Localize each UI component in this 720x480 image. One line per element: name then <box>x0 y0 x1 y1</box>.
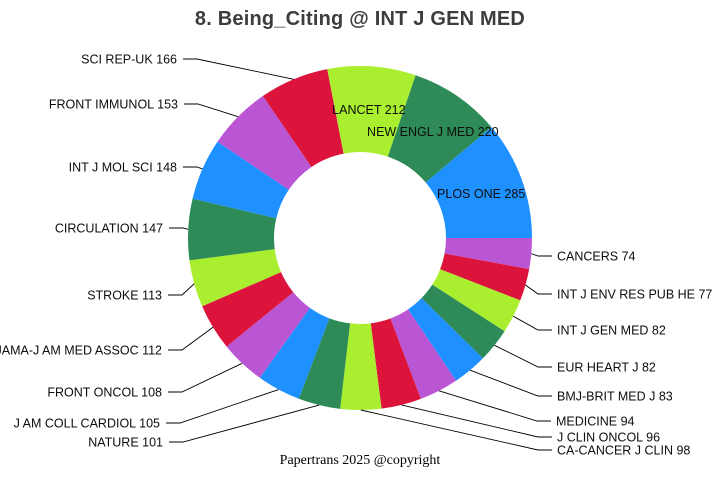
slice-leader-line <box>525 284 552 295</box>
slice-label: LANCET 212 <box>332 103 405 117</box>
slice-label: PLOS ONE 285 <box>437 187 525 201</box>
slice-leader-line <box>494 344 552 368</box>
slice-label: INT J GEN MED 82 <box>557 324 666 338</box>
slice-leader-line <box>401 404 552 438</box>
pie-slice-circulation <box>188 198 277 261</box>
slice-label: FRONT IMMUNOL 153 <box>49 98 178 112</box>
slice-leader-line <box>512 315 552 331</box>
slice-label: NATURE 101 <box>88 436 163 450</box>
slice-label: CIRCULATION 147 <box>55 222 163 236</box>
slice-label: NEW ENGL J MED 220 <box>367 125 499 139</box>
slice-leader-line <box>531 253 552 257</box>
pie-slice-front-oncol <box>226 292 310 378</box>
pie-slice-plos-one <box>425 127 532 238</box>
slice-label: JAMA-J AM MED ASSOC 112 <box>0 344 162 358</box>
slice-label: MEDICINE 94 <box>556 415 635 429</box>
slice-label: CA-CANCER J CLIN 98 <box>557 444 690 458</box>
pie-slice-front-immunol <box>217 96 312 190</box>
pie-slice-bmj-brit-med-j <box>408 298 483 381</box>
slice-label: STROKE 113 <box>87 289 162 303</box>
footer-credit: Papertrans 2025 @copyright <box>279 453 441 468</box>
slice-leader-line <box>469 369 552 397</box>
slice-leader-line <box>183 166 203 170</box>
pie-slice-new-engl-j-med <box>387 75 492 183</box>
slice-label: FRONT ONCOL 108 <box>47 386 162 400</box>
pie-slice-lancet <box>327 65 416 157</box>
pie-slice-cancers <box>444 238 532 270</box>
slice-label: BMJ-BRIT MED J 83 <box>557 390 673 404</box>
pie-slice-int-j-mol-sci <box>192 141 289 219</box>
pie-slice-j-am-coll-cardiol <box>259 307 330 399</box>
pie-slice-medicine <box>390 309 457 399</box>
pie-slice-stroke <box>189 249 282 307</box>
slice-label: J CLIN ONCOL 96 <box>557 431 660 445</box>
slice-label: INT J ENV RES PUB HE 77 <box>557 288 712 302</box>
slice-leader-line <box>166 389 279 424</box>
slice-labels-group: CANCERS 74 INT J ENV RES PUB HE 77 INT J G… <box>0 53 712 458</box>
pie-slice-ca-cancer-j-clin <box>340 323 382 410</box>
pie-slice-int-j-gen-med <box>432 269 521 332</box>
slice-leader-line <box>169 404 320 443</box>
pie-slices-group <box>188 65 532 410</box>
slice-label: CANCERS 74 <box>557 250 636 264</box>
pie-slice-eur-heart-j <box>421 284 505 359</box>
pie-slice-int-j-env-res-pub-he <box>440 253 530 301</box>
slice-leader-line <box>168 362 243 393</box>
pie-slice-sci-rep-uk <box>262 69 344 168</box>
slice-leader-line <box>438 390 551 422</box>
slice-label: SCI REP-UK 166 <box>81 53 177 67</box>
leader-lines-group <box>166 58 552 451</box>
slice-leader-line <box>183 58 294 80</box>
slice-label: INT J MOL SCI 148 <box>69 161 177 175</box>
slice-label: EUR HEART J 82 <box>557 361 656 375</box>
slice-leader-line <box>169 227 189 230</box>
slice-label: J AM COLL CARDIOL 105 <box>14 417 160 431</box>
chart-title: 8. Being_Citing @ INT J GEN MED <box>194 8 526 30</box>
slice-leader-line <box>184 103 239 118</box>
pie-slice-nature <box>298 318 351 409</box>
slice-leader-line <box>168 283 195 296</box>
slice-leader-line <box>360 409 552 451</box>
pie-slice-jama-j-am-med-assoc <box>202 272 294 347</box>
slice-leader-line <box>168 326 214 351</box>
pie-slice-j-clin-oncol <box>370 318 421 409</box>
